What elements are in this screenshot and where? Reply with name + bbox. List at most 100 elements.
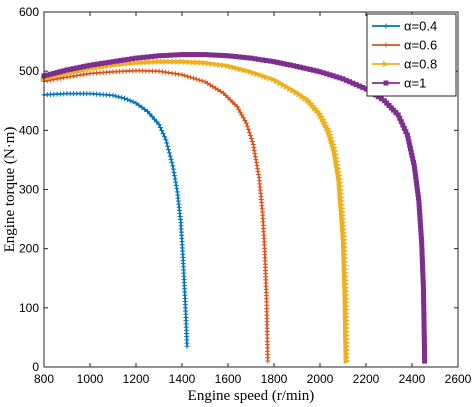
series-point [239, 112, 245, 118]
series-point [236, 106, 242, 112]
series-point [144, 59, 152, 66]
series-point [167, 153, 173, 159]
series-point [201, 59, 209, 66]
plot-content [40, 52, 428, 365]
series-point [128, 60, 136, 67]
series-point [191, 75, 196, 81]
series-point [132, 59, 140, 66]
series-point [237, 109, 243, 115]
series-point [182, 58, 190, 65]
series-point [136, 59, 144, 66]
series-point [210, 84, 216, 90]
series-point [163, 58, 171, 65]
series-point [343, 358, 351, 365]
legend: α=0.4 α=0.6 α=0.8 α=1 [366, 13, 457, 97]
series-point [159, 69, 165, 75]
y-tick-label: 200 [19, 242, 39, 256]
series-point [342, 277, 350, 284]
series-point [265, 358, 271, 364]
series-point [252, 151, 258, 157]
x-tick-label: 2200 [353, 372, 380, 386]
series-point [343, 332, 351, 339]
series-point [165, 147, 171, 153]
series-2 [41, 68, 271, 364]
series-point [244, 123, 250, 129]
legend-marker [382, 61, 390, 67]
series-line [43, 69, 269, 362]
series-point [122, 95, 127, 101]
series-point [342, 273, 350, 280]
x-tick-label: 2400 [399, 372, 426, 386]
series-point [240, 115, 246, 121]
series-point [337, 190, 345, 197]
series-point [80, 72, 86, 78]
series-point [164, 140, 170, 146]
series-point [342, 314, 350, 320]
y-axis-title: Engine torque (N·m) [2, 127, 18, 253]
series-point [140, 59, 148, 66]
series-point [255, 169, 261, 175]
series-point [342, 317, 351, 324]
axis-ticks: 800 1000 1200 1400 1600 1800 2000 2200 2400 2600 0… [19, 5, 472, 386]
series-point [342, 288, 350, 295]
series-point [188, 74, 194, 80]
series-point [254, 163, 260, 169]
series-point [163, 69, 169, 75]
series-point [342, 310, 350, 317]
series-point [151, 116, 157, 122]
y-tick-label: 300 [19, 183, 39, 197]
y-tick-label: 0 [32, 360, 39, 374]
series-point [163, 137, 169, 143]
series-point [336, 183, 344, 190]
series-line [43, 53, 426, 362]
series-point [422, 358, 428, 364]
series-point [205, 80, 211, 86]
series-point [249, 138, 255, 144]
series-point [193, 76, 199, 82]
series-point [173, 182, 179, 188]
series-point [147, 111, 153, 117]
y-tick-label: 100 [19, 301, 39, 315]
series-point [227, 97, 233, 103]
series-point [337, 186, 345, 193]
series-point [168, 156, 174, 162]
series-point [342, 303, 350, 309]
series-point [341, 255, 349, 262]
series-point [155, 58, 163, 65]
series-point [190, 59, 198, 66]
x-tick-label: 1800 [261, 372, 288, 386]
series-point [165, 143, 171, 149]
series-point [172, 71, 178, 77]
series-point [343, 336, 351, 342]
series-point [343, 325, 351, 331]
series-point [139, 104, 145, 110]
series-point [220, 62, 228, 69]
x-tick-label: 1400 [169, 372, 196, 386]
series-point [248, 135, 254, 141]
series-point [337, 198, 346, 204]
series-point [130, 99, 136, 105]
x-tick-label: 1200 [123, 372, 150, 386]
series-point [343, 350, 351, 357]
series-point [343, 347, 351, 354]
series-point [213, 85, 219, 91]
series-point [185, 73, 191, 79]
series-point [217, 61, 225, 68]
legend-label: α=1 [404, 76, 426, 91]
series-point [173, 179, 179, 185]
series-point [343, 339, 351, 346]
series-point [245, 126, 251, 132]
series-point [207, 82, 213, 88]
series-point [225, 95, 231, 101]
series-point [253, 157, 259, 163]
series-point [119, 95, 125, 101]
series-point [215, 87, 221, 93]
series-point [250, 142, 256, 148]
series-point [127, 98, 133, 104]
series-point [170, 163, 176, 169]
series-point [113, 93, 119, 99]
series-point [251, 145, 257, 151]
series-point [196, 77, 202, 83]
series-point [186, 59, 194, 66]
